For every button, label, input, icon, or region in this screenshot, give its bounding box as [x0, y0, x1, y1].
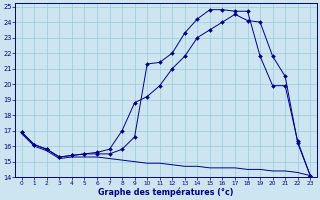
X-axis label: Graphe des températures (°c): Graphe des températures (°c): [98, 187, 234, 197]
